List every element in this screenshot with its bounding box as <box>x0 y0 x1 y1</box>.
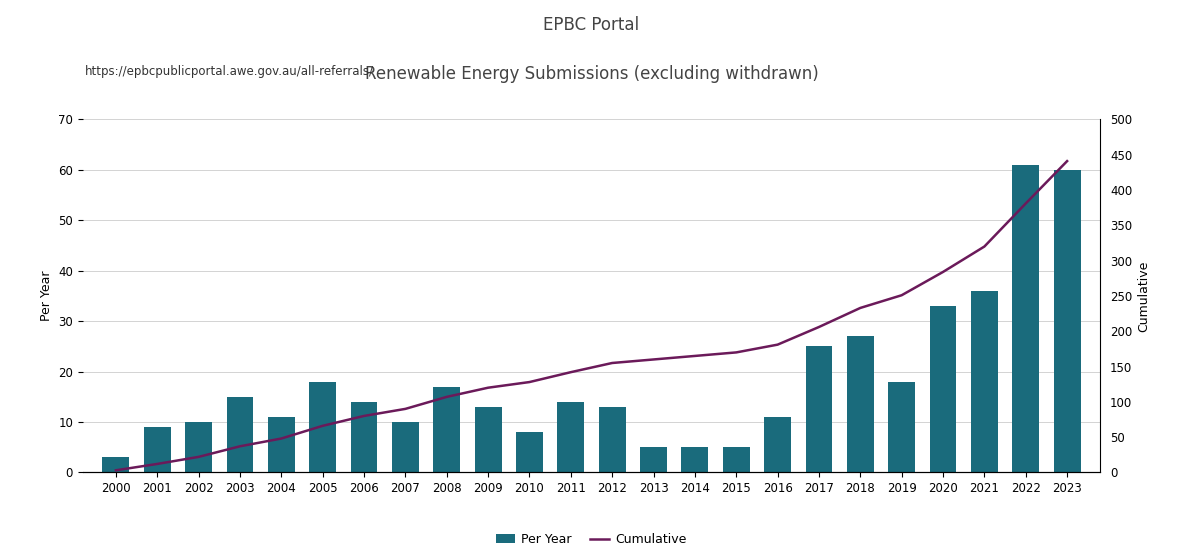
Text: Renewable Energy Submissions (excluding withdrawn): Renewable Energy Submissions (excluding … <box>364 65 819 83</box>
Bar <box>1013 165 1039 472</box>
Bar <box>847 336 874 472</box>
Bar <box>267 417 295 472</box>
Bar <box>186 422 212 472</box>
Bar <box>350 402 377 472</box>
Bar <box>433 387 460 472</box>
Bar <box>723 447 750 472</box>
Bar <box>474 407 502 472</box>
Y-axis label: Cumulative: Cumulative <box>1138 260 1151 332</box>
Legend: Per Year, Cumulative: Per Year, Cumulative <box>491 528 692 543</box>
Bar <box>764 417 791 472</box>
Bar <box>103 457 129 472</box>
Bar <box>971 291 997 472</box>
Text: https://epbcpublicportal.awe.gov.au/all-referrals/: https://epbcpublicportal.awe.gov.au/all-… <box>85 65 374 78</box>
Bar <box>888 382 916 472</box>
Text: EPBC Portal: EPBC Portal <box>543 16 640 34</box>
Bar <box>557 402 584 472</box>
Y-axis label: Per Year: Per Year <box>40 270 53 321</box>
Bar <box>1054 170 1080 472</box>
Bar <box>599 407 626 472</box>
Bar <box>516 432 543 472</box>
Bar <box>806 346 833 472</box>
Bar <box>226 397 253 472</box>
Bar <box>640 447 667 472</box>
Bar <box>392 422 419 472</box>
Bar <box>930 306 957 472</box>
Bar <box>681 447 709 472</box>
Bar <box>144 427 170 472</box>
Bar <box>309 382 336 472</box>
